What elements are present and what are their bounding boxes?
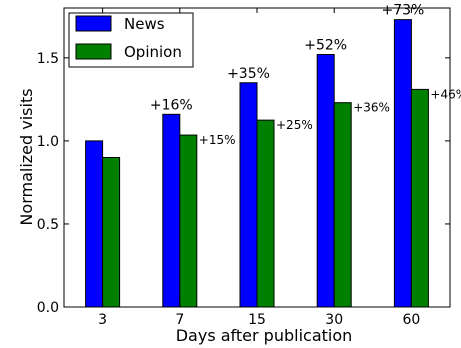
bar-opinion-30 xyxy=(333,102,352,308)
bar-news-3 xyxy=(85,140,104,308)
data-label-news-7: +16% xyxy=(150,97,193,113)
y-tick-label: 0.5 xyxy=(37,217,59,233)
legend: News Opinion xyxy=(68,12,194,68)
data-label-news-30: +52% xyxy=(304,38,347,54)
x-tick-label: 3 xyxy=(98,312,107,328)
y-tick-label: 0.0 xyxy=(37,300,59,316)
y-axis: 0.0 0.5 1.0 1.5 xyxy=(37,51,450,316)
bar-news-15 xyxy=(239,82,258,308)
y-tick-label: 1.5 xyxy=(37,51,59,67)
y-tick-label: 1.0 xyxy=(37,134,59,150)
legend-label-opinion: Opinion xyxy=(124,43,182,61)
legend-swatch-opinion xyxy=(75,43,112,60)
x-tick-label: 7 xyxy=(175,312,184,328)
annotations-layer: +16% +15% +35% +25% +52% +36% +73% +46% xyxy=(150,3,461,147)
y-axis-label: Normalized visits xyxy=(17,88,36,225)
data-label-opinion-15: +25% xyxy=(276,118,313,132)
bar-opinion-7 xyxy=(179,134,198,308)
bar-news-60 xyxy=(393,19,412,308)
bar-news-30 xyxy=(316,54,335,308)
x-tick-label: 60 xyxy=(402,312,420,328)
bar-opinion-3 xyxy=(102,157,121,308)
x-axis-label: Days after publication xyxy=(176,326,353,345)
legend-swatch-news xyxy=(75,15,112,32)
data-label-opinion-60: +46% xyxy=(430,87,461,101)
bars-layer xyxy=(85,19,429,308)
bar-news-7 xyxy=(162,113,181,308)
legend-label-news: News xyxy=(124,15,165,33)
x-tick-label: 15 xyxy=(248,312,266,328)
x-axis: 3 7 15 30 60 xyxy=(98,8,420,328)
x-tick-label: 30 xyxy=(325,312,343,328)
data-label-news-60: +73% xyxy=(381,3,424,19)
data-label-opinion-7: +15% xyxy=(199,133,236,147)
bar-opinion-60 xyxy=(410,88,429,308)
data-label-opinion-30: +36% xyxy=(353,101,390,115)
data-label-news-15: +35% xyxy=(227,66,270,82)
bar-opinion-15 xyxy=(256,119,275,308)
